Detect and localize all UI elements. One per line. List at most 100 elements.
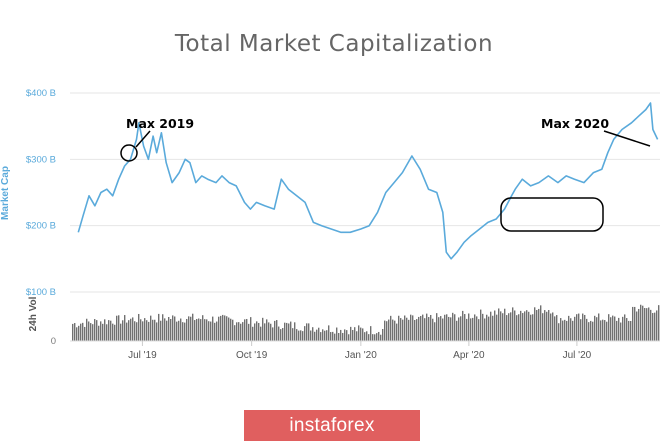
volume-bar [346,330,348,341]
volume-bar [512,307,514,341]
volume-bar [574,316,576,341]
volume-bar [426,313,428,341]
volume-bar [536,310,538,341]
volume-bar [474,314,476,341]
volume-bar [434,322,436,341]
volume-bar [588,322,590,341]
volume-bar [236,322,238,341]
volume-bar [626,318,628,341]
volume-bar [266,319,268,341]
volume-bar [336,327,338,341]
volume-bar [274,320,276,341]
volume-bar [234,325,236,341]
volume-bar [490,311,492,341]
volume-bar [128,320,130,341]
volume-bar [306,323,308,341]
volume-bar [124,315,126,341]
volume-bar [586,318,588,341]
volume-bar [120,323,122,341]
y-axis-ticks: $400 B $300 B $200 B $100 B [26,88,56,298]
volume-bar [466,318,468,341]
volume-bar [538,308,540,341]
volume-bar [318,327,320,341]
volume-bar [578,313,580,341]
volume-bar [360,327,362,341]
volume-bar [278,326,280,341]
volume-bar [494,310,496,341]
volume-bar [580,319,582,341]
volume-bar [382,328,384,341]
volume-bar [372,334,374,341]
volume-bar [298,330,300,341]
x-tick-label: Oct '19 [236,350,268,361]
volume-bar [498,308,500,341]
volume-bar [424,318,426,341]
volume-bar [258,322,260,341]
volume-bar [210,321,212,341]
volume-bar [596,317,598,341]
volume-bar [376,333,378,341]
volume-bar [286,322,288,341]
volume-bar [614,316,616,341]
x-tick-label: Jan '20 [345,350,377,361]
volume-bar [636,311,638,341]
volume-bar [174,316,176,341]
volume-bar [654,312,656,341]
volume-bar [416,319,418,341]
volume-bar [104,319,106,341]
volume-bar [334,333,336,341]
volume-bar [418,316,420,341]
volume-bar [300,330,302,341]
y-tick-label: $400 B [26,88,56,99]
volume-bar [564,319,566,341]
volume-bar [460,316,462,341]
volume-bar [600,320,602,341]
volume-bar [384,320,386,341]
volume-bar [320,332,322,341]
volume-bar [292,328,294,341]
volume-bar [400,318,402,341]
volume-bar [534,307,536,341]
volume-bar [658,305,660,341]
volume-bar [656,310,658,341]
volume-bar [452,312,454,341]
volume-bar [208,321,210,341]
volume-bar [464,314,466,341]
volume-bar [354,327,356,341]
volume-bar [194,320,196,341]
series-group [77,102,659,260]
volume-bar [462,310,464,341]
volume-bar [442,318,444,341]
volume-bar [478,319,480,341]
volume-bar [288,323,290,341]
volume-bar [528,311,530,341]
volume-bar [118,315,120,341]
volume-bar [162,314,164,341]
volume-bar [132,317,134,341]
volume-bar [280,329,282,341]
volume-bar [650,309,652,341]
volume-bar [312,327,314,341]
volume-bar [558,323,560,341]
volume-bar [216,321,218,341]
volume-bar [560,318,562,341]
volume-bar [420,315,422,341]
volume-bar [192,313,194,341]
volume-bar [522,313,524,341]
volume-bar [486,314,488,341]
volume-bar [408,319,410,341]
volume-bar [394,320,396,341]
volume-bar [468,313,470,341]
volume-bar [84,326,86,341]
volume-bar [82,322,84,341]
volume-bar [640,304,642,341]
volume-bar [252,326,254,341]
volume-bar [204,319,206,341]
instaforex-logo: instaforex [244,410,420,441]
volume-bar [568,315,570,341]
volume-bar [562,320,564,341]
volume-bar [570,318,572,341]
annotation-max-2019-label: Max 2019 [126,116,194,131]
volume-bar [328,325,330,341]
volume-bar [554,316,556,341]
